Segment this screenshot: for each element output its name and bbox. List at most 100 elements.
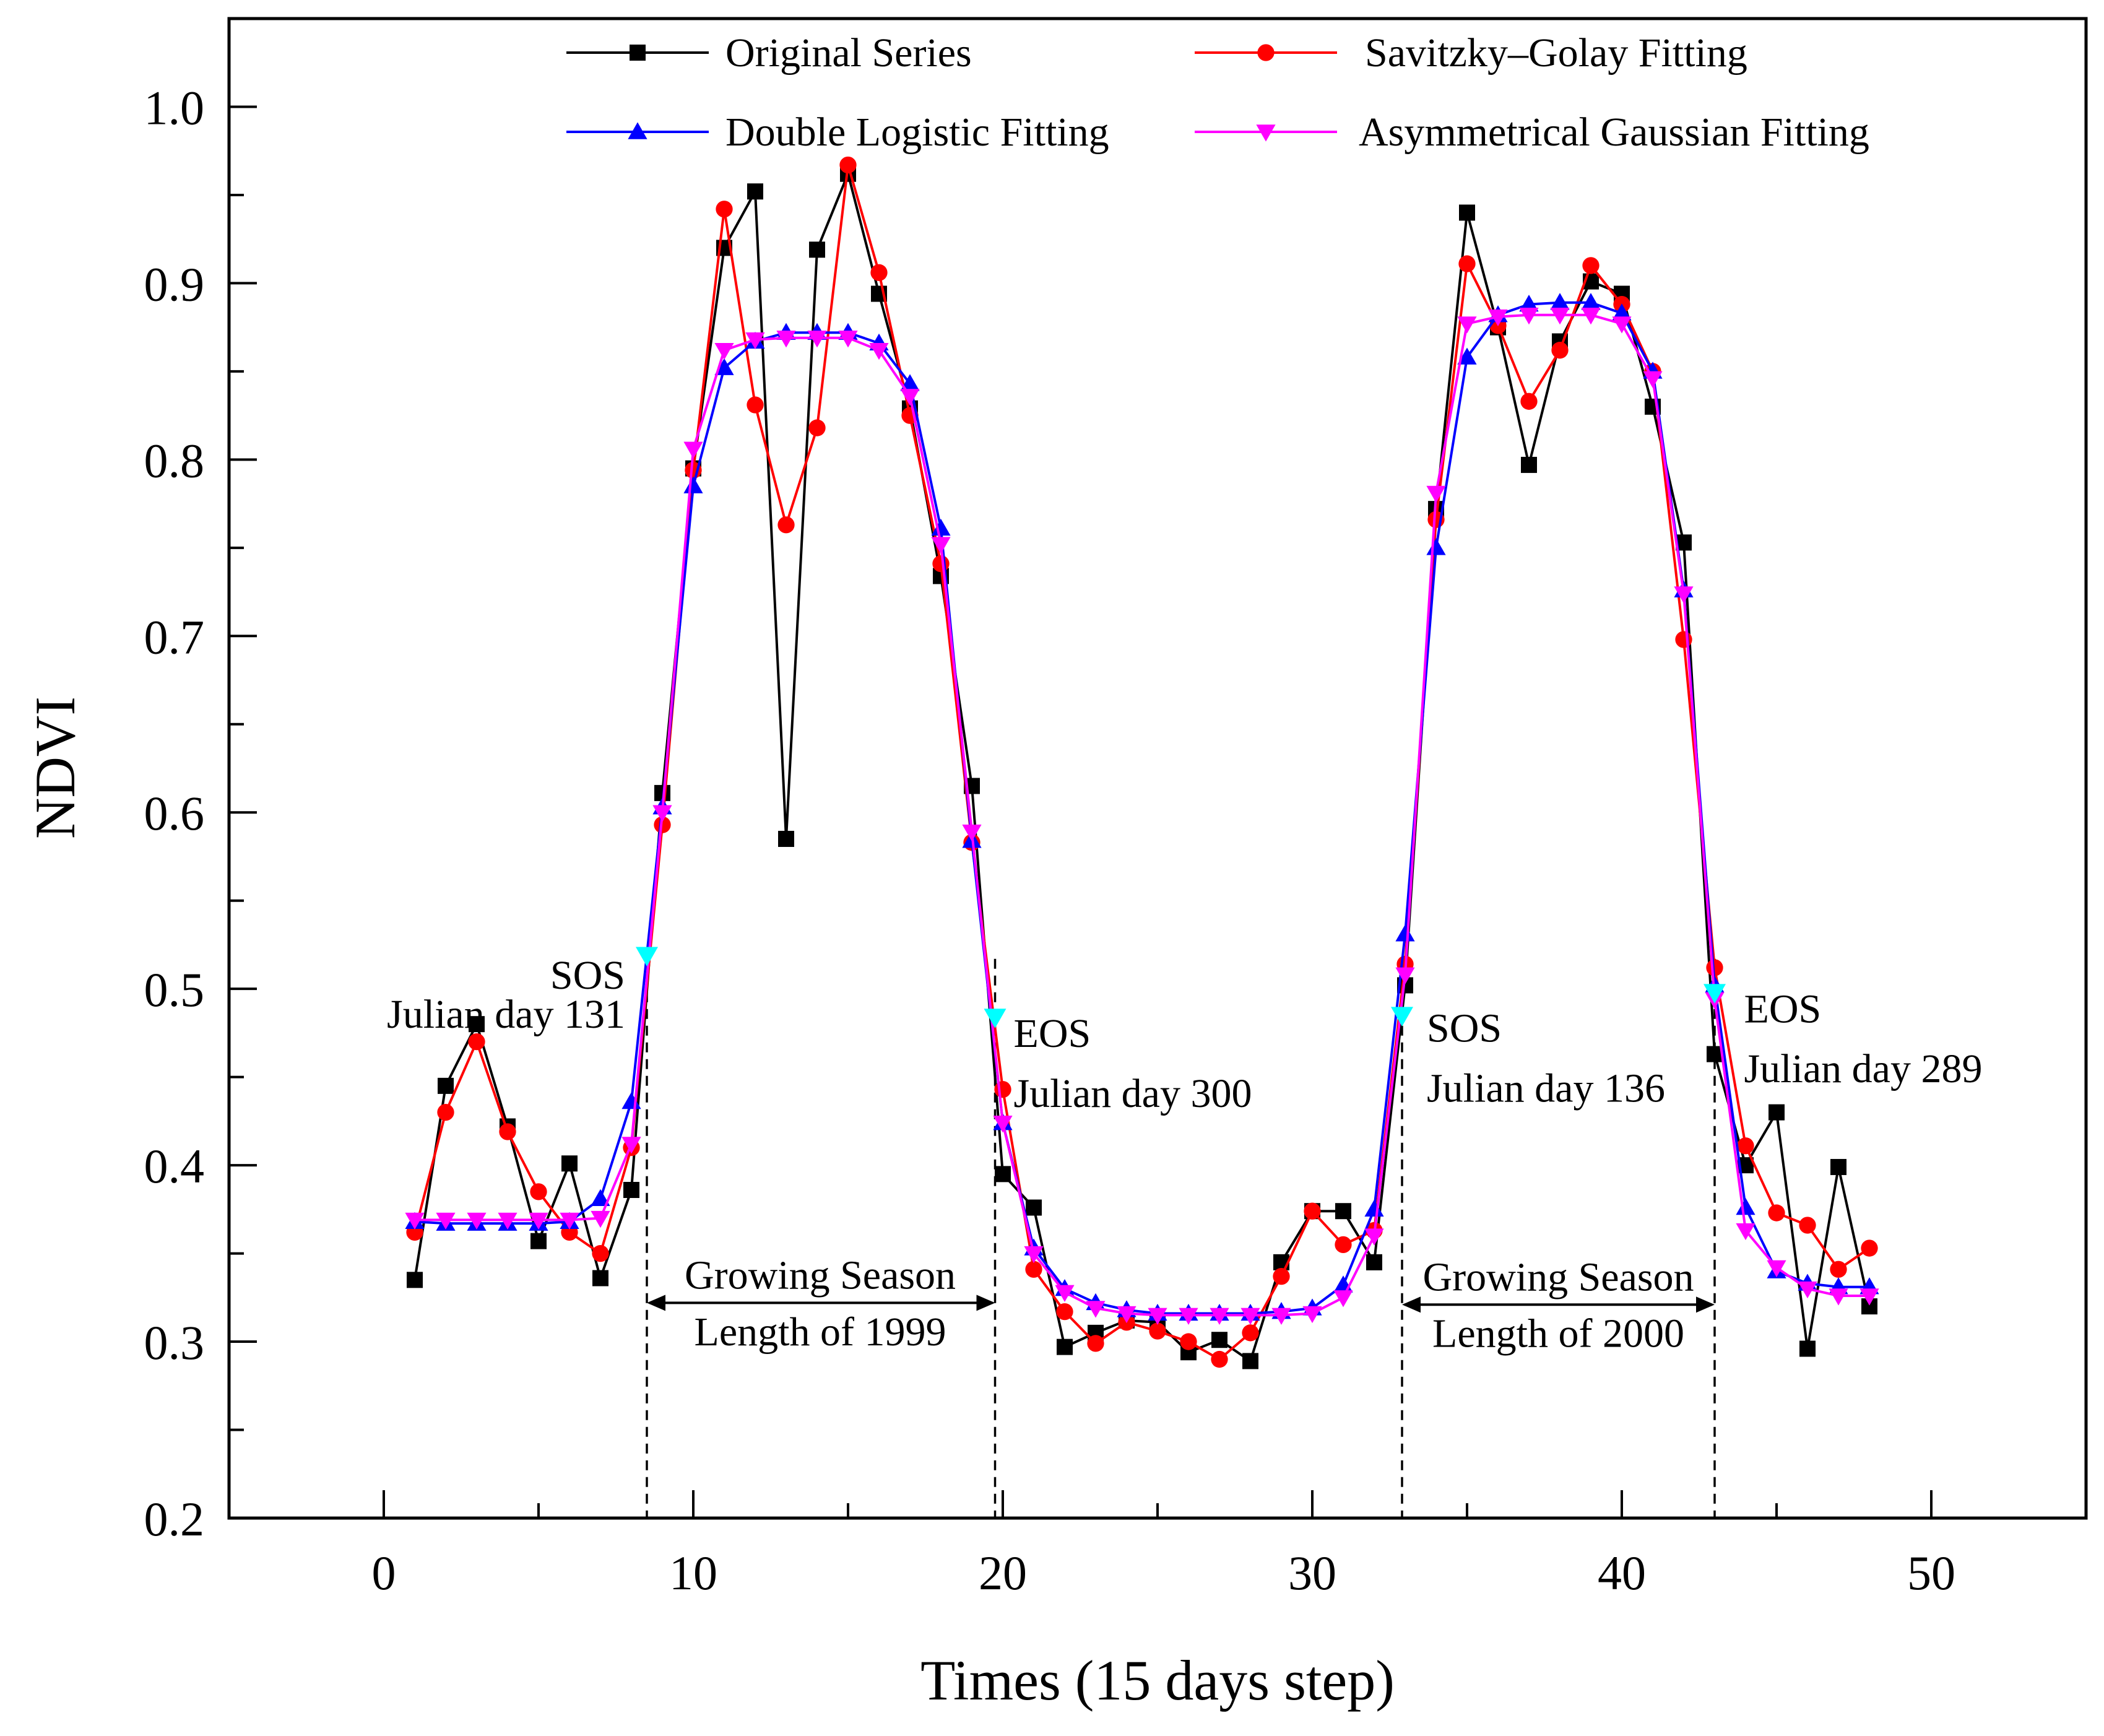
eos-1-day: Julian day 300 [1014, 1071, 1252, 1116]
growing-season-1-line1: Growing Season [685, 1253, 956, 1298]
data-point [561, 1155, 578, 1172]
data-point [931, 537, 951, 554]
data-point [467, 1212, 487, 1230]
sos-2-label: SOS [1427, 1006, 1502, 1051]
data-point [1519, 308, 1539, 325]
data-point [652, 805, 672, 822]
y-tick-label: 0.2 [144, 1492, 205, 1546]
data-point [1737, 1137, 1754, 1155]
data-point [1302, 1306, 1322, 1324]
data-point [745, 332, 765, 350]
data-point [1830, 1158, 1846, 1175]
data-point [1395, 967, 1415, 984]
data-point [1550, 308, 1570, 325]
data-point [869, 342, 889, 360]
legend-item-1: Original Series [566, 30, 972, 76]
data-point [870, 264, 888, 281]
data-point [1086, 1301, 1106, 1318]
data-point [714, 358, 734, 375]
sos-2-day: Julian day 136 [1427, 1066, 1665, 1111]
data-point [1057, 1339, 1073, 1355]
eos-1-label: EOS [1014, 1011, 1091, 1056]
y-tick-label: 0.8 [144, 433, 205, 487]
data-point [1426, 538, 1446, 555]
data-point [683, 476, 703, 493]
data-point [777, 516, 795, 534]
legend-marker [630, 45, 646, 61]
data-point [1520, 393, 1538, 410]
legend-marker [1257, 44, 1275, 61]
data-point [962, 824, 982, 842]
x-tick-label: 0 [372, 1546, 396, 1600]
arrow-head-left [647, 1295, 665, 1311]
growing-season-2-line1: Growing Season [1422, 1254, 1694, 1300]
data-point [1488, 309, 1508, 327]
data-point [808, 419, 826, 436]
data-point [1736, 1223, 1755, 1241]
data-point [1799, 1340, 1816, 1357]
sos-1-label: SOS [550, 953, 625, 998]
data-point [809, 241, 825, 258]
y-tick-label: 0.7 [144, 610, 205, 664]
data-point [1830, 1261, 1847, 1278]
data-point [1458, 255, 1476, 272]
data-point [1364, 1228, 1384, 1246]
data-point [1426, 485, 1446, 503]
data-point [1582, 257, 1600, 274]
data-point [591, 1210, 610, 1228]
growing-season-1-line2: Length of 1999 [695, 1309, 946, 1355]
data-point [1457, 316, 1477, 334]
data-point [1242, 1353, 1258, 1369]
data-point [499, 1123, 516, 1140]
data-point [807, 331, 827, 348]
y-tick-label: 0.4 [144, 1139, 205, 1193]
data-point [1457, 347, 1477, 365]
legend-item-4: Asymmetrical Gaussian Fitting [1195, 110, 1869, 155]
x-tick-label: 20 [979, 1546, 1027, 1600]
data-point [1211, 1350, 1228, 1368]
data-point [1675, 631, 1692, 648]
data-point [1521, 456, 1537, 473]
data-point [838, 331, 858, 348]
arrow-head-left [1402, 1296, 1421, 1313]
data-point [1768, 1204, 1785, 1222]
x-tick-label: 30 [1288, 1546, 1336, 1600]
y-tick-label: 0.3 [144, 1316, 205, 1369]
arrow-head-right [976, 1295, 995, 1311]
data-point [1364, 1199, 1384, 1217]
data-point [1550, 293, 1570, 310]
data-point [1799, 1217, 1816, 1234]
data-point [1736, 1197, 1755, 1215]
legend-item-3: Double Logistic Fitting [566, 110, 1109, 155]
data-point [931, 518, 951, 536]
data-point [1087, 1335, 1104, 1352]
data-point [1829, 1288, 1848, 1306]
data-point [1210, 1308, 1229, 1325]
data-point [993, 1116, 1013, 1133]
legend-label: Double Logistic Fitting [725, 110, 1109, 155]
x-tick-label: 10 [669, 1546, 717, 1600]
data-point [1581, 308, 1601, 325]
data-point [1335, 1203, 1351, 1220]
legend-label: Original Series [725, 30, 972, 76]
data-point [1767, 1260, 1786, 1277]
data-point [1025, 1261, 1042, 1278]
data-point [621, 1137, 641, 1154]
data-point [1612, 303, 1632, 321]
data-point [747, 183, 763, 200]
data-point [778, 830, 794, 847]
series-line [415, 313, 1869, 1317]
sos-1-day: Julian day 131 [387, 992, 625, 1037]
eos-2-day: Julian day 289 [1744, 1046, 1983, 1092]
x-tick-label: 50 [1907, 1546, 1955, 1600]
data-point [1024, 1246, 1044, 1264]
data-point [1768, 1104, 1785, 1121]
data-point [1551, 342, 1569, 359]
data-point [405, 1212, 425, 1230]
data-point [995, 1166, 1011, 1183]
data-point [1273, 1267, 1290, 1285]
data-point [1859, 1288, 1879, 1306]
legend-item-2: Savitzky–Golay Fitting [1195, 30, 1747, 76]
arrow-head-right [1696, 1296, 1715, 1313]
